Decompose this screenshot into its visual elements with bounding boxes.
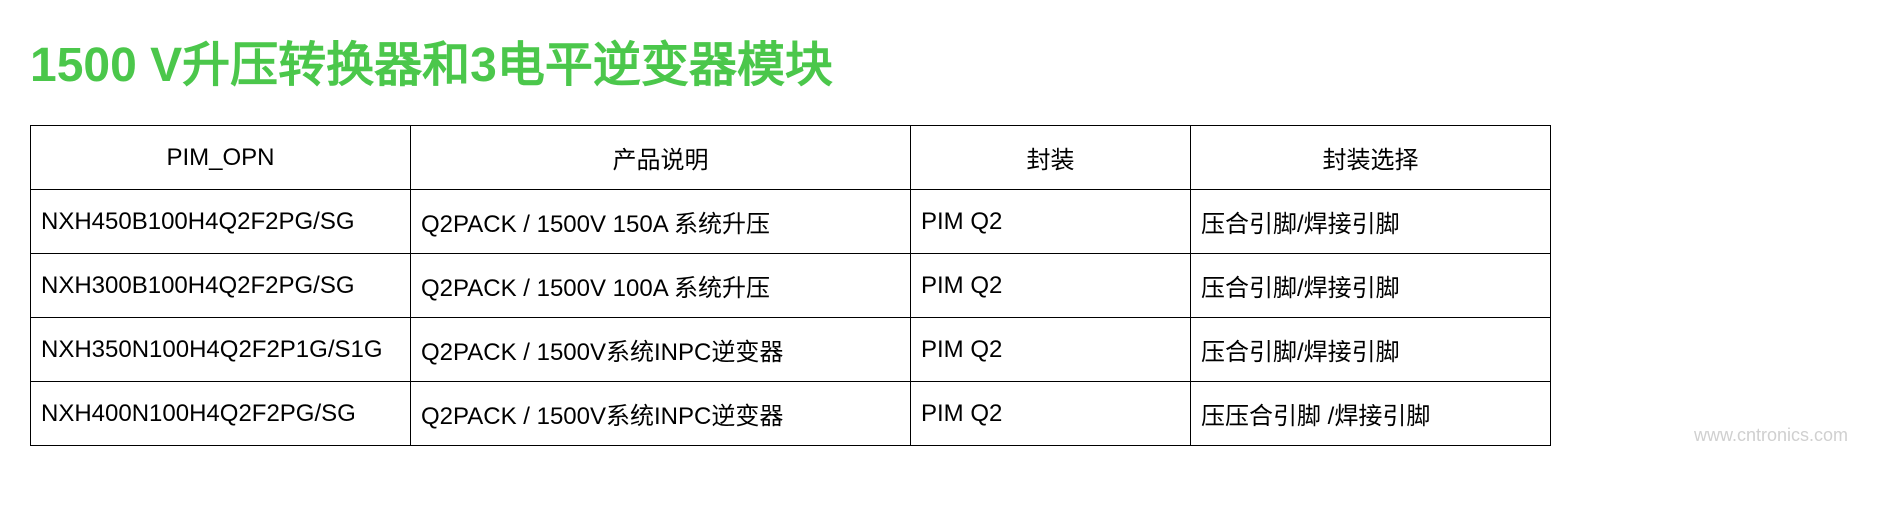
page-title: 1500 V升压转换器和3电平逆变器模块 — [30, 25, 1848, 95]
cell-desc: Q2PACK / 1500V系统INPC逆变器 — [411, 382, 911, 446]
cell-pkg: PIM Q2 — [911, 190, 1191, 254]
cell-desc: Q2PACK / 1500V 100A 系统升压 — [411, 254, 911, 318]
table-header-opn: PIM_OPN — [31, 126, 411, 190]
table-row: NXH300B100H4Q2F2PG/SG Q2PACK / 1500V 100… — [31, 254, 1551, 318]
cell-pkg: PIM Q2 — [911, 382, 1191, 446]
table-header-desc: 产品说明 — [411, 126, 911, 190]
cell-desc: Q2PACK / 1500V系统INPC逆变器 — [411, 318, 911, 382]
cell-opn: NXH400N100H4Q2F2PG/SG — [31, 382, 411, 446]
table-header-pkg: 封装 — [911, 126, 1191, 190]
cell-desc: Q2PACK / 1500V 150A 系统升压 — [411, 190, 911, 254]
cell-pkg: PIM Q2 — [911, 318, 1191, 382]
cell-opn: NXH350N100H4Q2F2P1G/S1G — [31, 318, 411, 382]
table-header-pkgopt: 封装选择 — [1191, 126, 1551, 190]
table-row: NXH400N100H4Q2F2PG/SG Q2PACK / 1500V系统IN… — [31, 382, 1551, 446]
cell-pkgopt: 压合引脚/焊接引脚 — [1191, 254, 1551, 318]
watermark: www.cntronics.com — [1694, 425, 1848, 446]
product-table: PIM_OPN 产品说明 封装 封装选择 NXH450B100H4Q2F2PG/… — [30, 125, 1551, 446]
table-row: NXH350N100H4Q2F2P1G/S1G Q2PACK / 1500V系统… — [31, 318, 1551, 382]
cell-opn: NXH300B100H4Q2F2PG/SG — [31, 254, 411, 318]
cell-pkgopt: 压压合引脚 /焊接引脚 — [1191, 382, 1551, 446]
cell-opn: NXH450B100H4Q2F2PG/SG — [31, 190, 411, 254]
table-row: NXH450B100H4Q2F2PG/SG Q2PACK / 1500V 150… — [31, 190, 1551, 254]
cell-pkgopt: 压合引脚/焊接引脚 — [1191, 318, 1551, 382]
cell-pkgopt: 压合引脚/焊接引脚 — [1191, 190, 1551, 254]
cell-pkg: PIM Q2 — [911, 254, 1191, 318]
